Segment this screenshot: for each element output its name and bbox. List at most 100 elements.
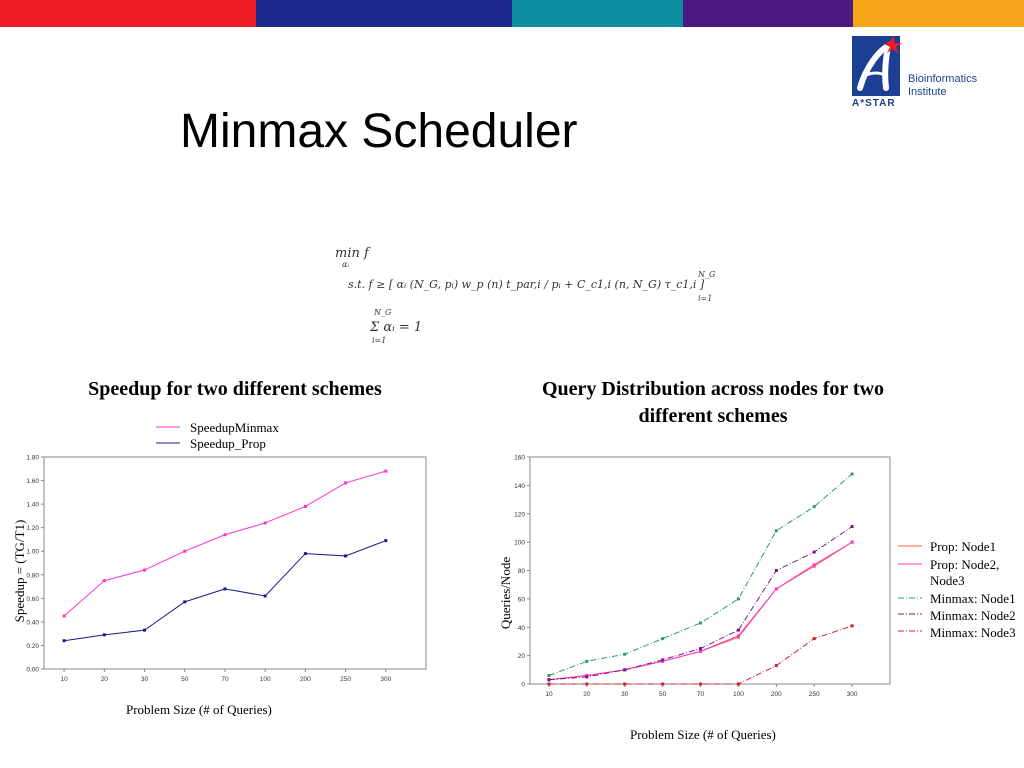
formula-line3-sup: N_G [374, 308, 392, 317]
data-point [661, 637, 665, 641]
x-tick-label: 30 [621, 691, 629, 698]
y-tick-label: 0 [521, 682, 525, 689]
chart2-ylabel: Queries/Node [498, 556, 513, 630]
astar-logo-icon [852, 36, 902, 96]
x-tick-label: 20 [101, 676, 109, 683]
data-point [143, 628, 147, 632]
slide-title: Minmax Scheduler [180, 105, 578, 158]
top-color-bar [0, 0, 1024, 27]
x-tick-label: 250 [340, 676, 351, 683]
data-point [699, 682, 703, 686]
chart2-legend-series3: Minmax: Node1 [930, 591, 1016, 606]
plot-frame [43, 456, 427, 670]
x-tick-label: 10 [545, 691, 553, 698]
x-tick-label: 200 [300, 676, 311, 683]
data-point [623, 652, 627, 656]
bar-teal [512, 0, 683, 27]
data-point [850, 540, 854, 544]
x-tick-label: 70 [221, 676, 229, 683]
chart2-legend-series4: Minmax: Node2 [930, 608, 1016, 623]
formula-line2: s.t. f ≥ [ αᵢ (N_G, pᵢ) w_p (n) t_par,i … [348, 278, 705, 291]
y-tick-label: 1.00 [26, 549, 39, 556]
data-point [774, 664, 778, 668]
data-point [812, 563, 816, 567]
data-point [736, 597, 740, 601]
y-tick-label: 1.20 [26, 525, 39, 532]
data-point [547, 682, 551, 686]
x-tick-label: 30 [141, 676, 149, 683]
data-point [547, 673, 551, 677]
data-point [736, 634, 740, 638]
chart2-title: Query Distribution across nodes for two … [541, 378, 885, 427]
data-point [623, 682, 627, 686]
data-point [774, 569, 778, 572]
x-tick-label: 100 [260, 676, 271, 683]
data-point [143, 568, 147, 572]
logo-institute-name: Bioinformatics Institute [908, 73, 977, 99]
data-point [812, 505, 816, 509]
data-point [623, 668, 627, 672]
chart2-xlabel: Problem Size (# of Queries) [630, 727, 776, 742]
y-tick-label: 160 [514, 455, 525, 462]
data-point [585, 675, 589, 679]
data-point [384, 469, 388, 473]
y-tick-label: 1.60 [26, 478, 39, 485]
x-tick-label: 200 [771, 691, 782, 698]
chart2-legend-series1: Prop: Node1 [930, 539, 997, 554]
logo-line2: Institute [908, 86, 947, 98]
bar-red [0, 0, 256, 27]
data-point [736, 628, 740, 632]
y-tick-label: 0.20 [26, 643, 39, 650]
series-line-1 [548, 541, 853, 681]
formula-line1-sub: αᵢ [342, 260, 350, 269]
chart1-legend-series2: Speedup_Prop [190, 436, 266, 451]
x-tick-label: 70 [697, 691, 705, 698]
plot-frame [529, 456, 891, 685]
minmax-formula: min f αᵢ s.t. f ≥ [ αᵢ (N_G, pᵢ) w_p (n)… [330, 240, 730, 350]
data-point [699, 621, 703, 625]
series-line-0 [548, 541, 853, 681]
y-tick-label: 60 [518, 596, 526, 603]
x-tick-label: 300 [380, 676, 391, 683]
logo-line1: Bioinformatics [908, 73, 978, 85]
y-tick-label: 0.40 [26, 619, 39, 626]
formula-line3: Σ αᵢ = 1 [370, 320, 423, 335]
bar-orange [853, 0, 1024, 27]
chart1-legend-swatches [156, 426, 180, 444]
y-tick-label: 100 [514, 540, 525, 547]
data-point [585, 659, 589, 663]
data-point [850, 472, 854, 476]
data-point [263, 594, 267, 598]
data-point [661, 682, 665, 686]
data-point [812, 550, 816, 554]
data-point [774, 587, 778, 591]
data-point [223, 587, 227, 591]
data-point [344, 481, 348, 485]
y-tick-label: 1.80 [26, 455, 39, 462]
x-tick-label: 100 [733, 691, 744, 698]
y-tick-label: 1.40 [26, 502, 39, 509]
y-tick-label: 0.80 [26, 572, 39, 579]
data-point [102, 633, 106, 637]
formula-line2-sub: i=1 [698, 294, 713, 303]
x-tick-label: 50 [659, 691, 667, 698]
y-tick-label: 0.00 [26, 667, 39, 674]
data-point [344, 554, 348, 558]
y-tick-label: 80 [518, 568, 526, 575]
chart1-title: Speedup for two different schemes [88, 378, 382, 400]
series-line-3 [548, 526, 853, 681]
data-point [699, 647, 703, 651]
formula-line1: min f [335, 246, 369, 261]
data-point [303, 504, 307, 508]
logo-astar-text: A*STAR [852, 98, 896, 109]
data-point [62, 614, 66, 618]
y-tick-label: 120 [514, 511, 525, 518]
data-point [183, 600, 187, 604]
y-tick-label: 140 [514, 483, 525, 490]
x-tick-label: 10 [60, 676, 68, 683]
x-tick-label: 50 [181, 676, 189, 683]
formula-line3-sub: i=1 [372, 336, 387, 345]
x-tick-label: 250 [809, 691, 820, 698]
